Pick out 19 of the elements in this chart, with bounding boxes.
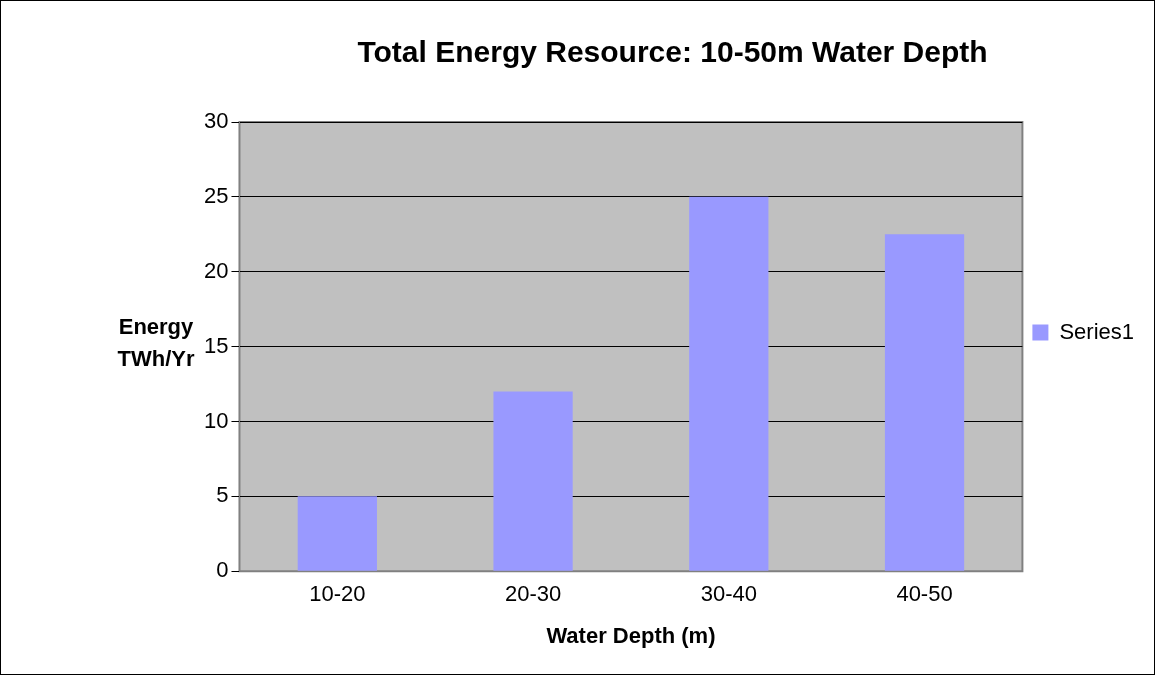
y-axis-title: Energy TWh/Yr (117, 314, 195, 371)
bar (689, 196, 769, 571)
x-axis-title: Water Depth (m) (546, 622, 716, 648)
y-tick-label: 25 (203, 182, 229, 208)
y-tick-label: 10 (203, 407, 229, 433)
y-tick-label: 20 (203, 257, 229, 283)
y-tick-label: 30 (203, 108, 229, 134)
chart-title: Total Energy Resource: 10-50m Water Depth (357, 35, 988, 69)
x-tick-label: 20-30 (504, 581, 562, 607)
bar (884, 234, 965, 571)
y-tick-label: 5 (216, 482, 229, 508)
bar (493, 391, 573, 571)
x-tick-label: 10-20 (309, 581, 366, 607)
x-tick-label: 40-50 (896, 581, 953, 607)
y-tick-label: 15 (203, 332, 229, 358)
legend-label: Series1 (1059, 318, 1134, 344)
x-tick-label: 30-40 (700, 581, 757, 607)
y-tick-label: 0 (216, 557, 229, 583)
bar (297, 496, 377, 571)
